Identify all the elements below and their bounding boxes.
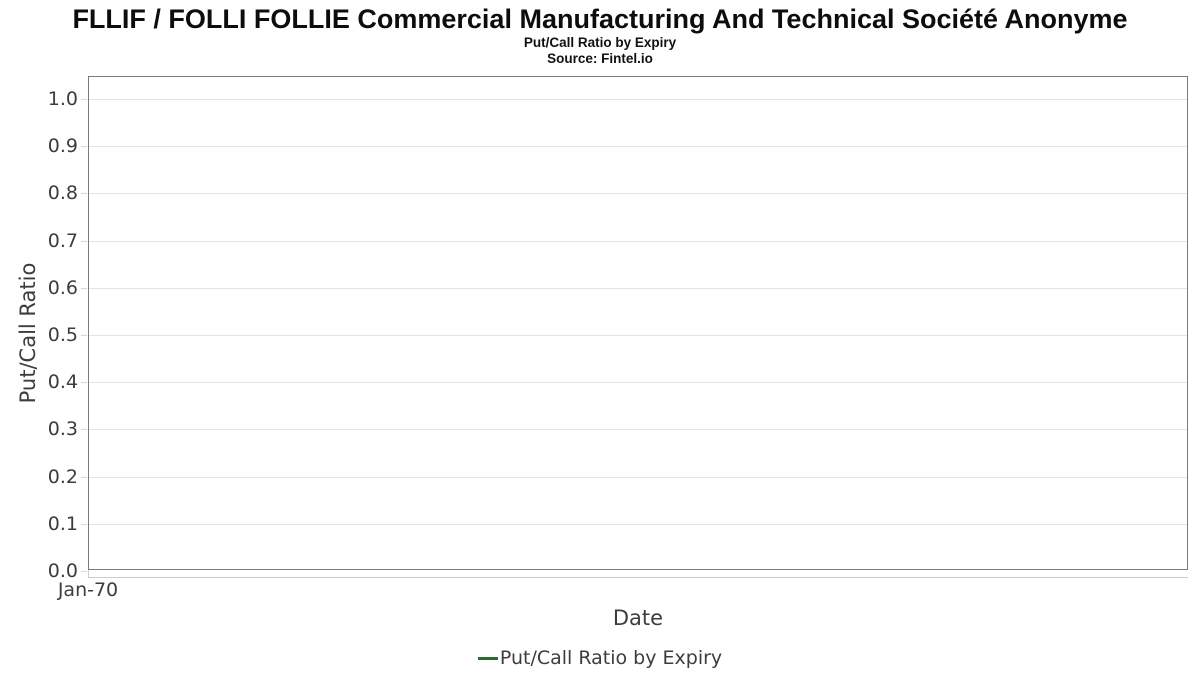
gridline: [89, 98, 1187, 100]
y-tick-label: 0.0: [47, 560, 78, 582]
y-tick-label: 0.7: [47, 230, 78, 252]
y-tick-label: 0.4: [47, 371, 78, 393]
legend[interactable]: Put/Call Ratio by Expiry: [0, 645, 1200, 671]
legend-label[interactable]: Put/Call Ratio by Expiry: [499, 647, 723, 669]
y-tick-label: 0.6: [47, 277, 78, 299]
y-tick-label: 0.8: [47, 182, 78, 204]
x-tick-label: Jan-70: [57, 579, 119, 601]
x-axis-title: Date: [612, 606, 664, 630]
gridline: [89, 523, 1187, 525]
chart-source-credit: Source: Fintel.io: [547, 51, 653, 66]
y-tick-mark: [81, 524, 87, 525]
x-tick-mark: [88, 570, 89, 577]
plot-area: [88, 76, 1188, 570]
y-tick-mark: [81, 193, 87, 194]
y-tick-mark: [81, 382, 87, 383]
gridline: [89, 145, 1187, 147]
gridline: [89, 240, 1187, 242]
x-axis-line: [88, 577, 1188, 578]
y-tick-label: 0.9: [47, 135, 78, 157]
gridline: [89, 192, 1187, 194]
y-tick-mark: [81, 288, 87, 289]
gridline: [89, 476, 1187, 478]
gridline: [89, 287, 1187, 289]
y-tick-label: 0.2: [47, 466, 78, 488]
y-tick-mark: [81, 99, 87, 100]
chart-title: FLLIF / FOLLI FOLLIE Commercial Manufact…: [72, 4, 1128, 34]
y-tick-mark: [81, 477, 87, 478]
y-tick-label: 0.3: [47, 418, 78, 440]
gridline: [89, 334, 1187, 336]
y-tick-label: 0.1: [47, 513, 78, 535]
y-tick-mark: [81, 241, 87, 242]
legend-line-marker-icon: [477, 656, 498, 660]
gridline: [89, 428, 1187, 430]
y-tick-label: 0.5: [47, 324, 78, 346]
y-tick-mark: [81, 429, 87, 430]
y-tick-mark: [81, 146, 87, 147]
gridline: [89, 381, 1187, 383]
y-tick-mark: [81, 335, 87, 336]
y-tick-label: 1.0: [47, 88, 78, 110]
chart-subtitle: Put/Call Ratio by Expiry: [523, 35, 677, 50]
y-axis-title: Put/Call Ratio: [16, 262, 40, 404]
y-tick-mark: [81, 571, 87, 572]
